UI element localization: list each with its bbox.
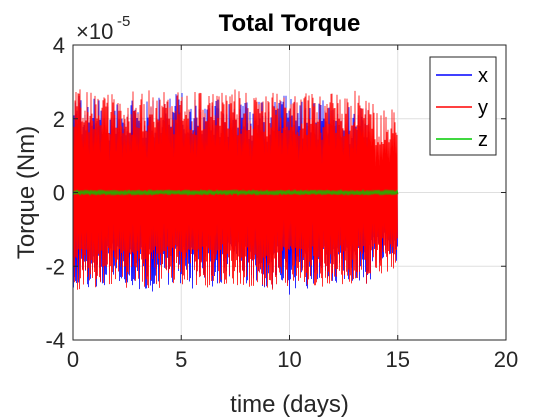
x-tick-label: 15 [386,347,410,372]
y-tick-label: 4 [53,33,65,58]
series-line-z [72,188,399,197]
y-tick-label: -4 [45,328,65,353]
legend: xyz [429,56,497,156]
y-axis-label: Torque (Nm) [13,126,40,259]
plot-data [72,89,399,295]
y-axis-exponent: ×10 -5 [76,13,130,44]
x-axis-label: time (days) [230,391,349,418]
x-tick-label: 5 [175,347,187,372]
x-tick-label: 20 [494,347,518,372]
x-tick-label: 10 [277,347,301,372]
y-tick-label: 0 [53,181,65,206]
y-tick-label: 2 [53,107,65,132]
y-tick-label: -2 [45,254,65,279]
y-axis-exponent-power: -5 [117,13,130,30]
legend-label-x: x [478,65,488,87]
legend-label-z: z [478,129,488,151]
axis-ticks: 0 5 10 15 20 -4 -2 0 2 4 [45,33,518,372]
legend-label-y: y [478,97,488,119]
y-axis-multiplier: ×10 [76,19,113,44]
chart-title: Total Torque [219,10,361,37]
series-line-y [72,89,398,290]
x-tick-label: 0 [67,347,79,372]
